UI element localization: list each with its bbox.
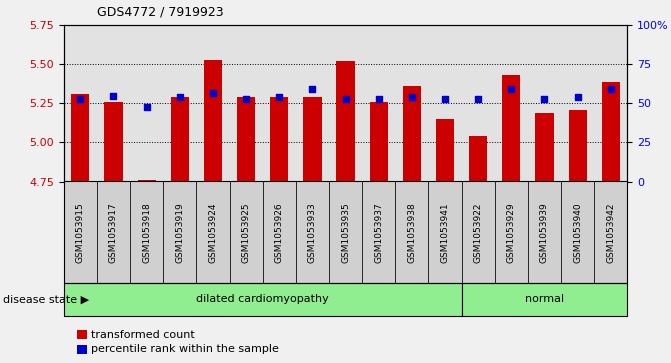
Text: GSM1053929: GSM1053929 [507, 202, 516, 263]
Text: dilated cardiomyopathy: dilated cardiomyopathy [197, 294, 329, 305]
Text: GSM1053941: GSM1053941 [441, 202, 450, 263]
Text: GSM1053942: GSM1053942 [607, 202, 615, 262]
Point [539, 96, 550, 102]
Bar [535, 113, 554, 182]
Text: GSM1053925: GSM1053925 [242, 202, 250, 263]
Point [407, 94, 417, 100]
Text: GSM1053938: GSM1053938 [407, 202, 417, 263]
Point [340, 96, 351, 102]
Point [241, 96, 252, 102]
Bar [237, 97, 255, 182]
Point [440, 96, 450, 102]
Bar [262, 25, 296, 182]
Text: GDS4772 / 7919923: GDS4772 / 7919923 [97, 5, 224, 18]
Bar [138, 180, 156, 182]
Point [75, 96, 86, 102]
Point [207, 90, 218, 95]
Bar [197, 25, 229, 182]
Bar [229, 25, 262, 182]
Point [373, 96, 384, 102]
Text: GSM1053919: GSM1053919 [175, 202, 185, 263]
Text: GSM1053937: GSM1053937 [374, 202, 383, 263]
Bar [602, 82, 620, 182]
Bar [270, 97, 289, 182]
Point [174, 94, 185, 100]
Bar [204, 60, 222, 182]
Bar [502, 76, 521, 182]
Bar [163, 25, 197, 182]
Bar [495, 25, 528, 182]
Point [572, 94, 583, 100]
Text: GSM1053940: GSM1053940 [573, 202, 582, 263]
Bar [71, 94, 89, 182]
Bar [362, 25, 395, 182]
Bar [595, 25, 627, 182]
Bar [329, 25, 362, 182]
Text: GSM1053939: GSM1053939 [540, 202, 549, 263]
Bar [469, 136, 487, 182]
Bar [395, 25, 429, 182]
Point [307, 86, 318, 92]
Text: disease state ▶: disease state ▶ [3, 294, 89, 305]
Point [274, 94, 285, 100]
Text: GSM1053924: GSM1053924 [209, 202, 217, 262]
Bar [303, 97, 321, 182]
Point [506, 86, 517, 92]
Text: percentile rank within the sample: percentile rank within the sample [91, 344, 278, 354]
Bar [436, 119, 454, 182]
Bar [130, 25, 163, 182]
Bar [370, 102, 388, 182]
Bar [561, 25, 595, 182]
Text: GSM1053917: GSM1053917 [109, 202, 118, 263]
Point [108, 93, 119, 98]
Text: GSM1053933: GSM1053933 [308, 202, 317, 263]
Point [605, 86, 616, 92]
Bar [97, 25, 130, 182]
Text: normal: normal [525, 294, 564, 305]
Bar [64, 25, 97, 182]
Bar [336, 61, 355, 182]
Point [473, 96, 484, 102]
Bar [528, 25, 561, 182]
Text: GSM1053935: GSM1053935 [341, 202, 350, 263]
Text: GSM1053918: GSM1053918 [142, 202, 151, 263]
Text: transformed count: transformed count [91, 330, 195, 340]
Point [142, 104, 152, 110]
Text: GSM1053915: GSM1053915 [76, 202, 85, 263]
Bar [462, 25, 495, 182]
Bar [296, 25, 329, 182]
Bar [429, 25, 462, 182]
Bar [170, 97, 189, 182]
Bar [403, 86, 421, 182]
Bar [105, 102, 123, 182]
Text: GSM1053922: GSM1053922 [474, 202, 482, 262]
Text: GSM1053926: GSM1053926 [274, 202, 284, 263]
Bar [568, 110, 586, 182]
